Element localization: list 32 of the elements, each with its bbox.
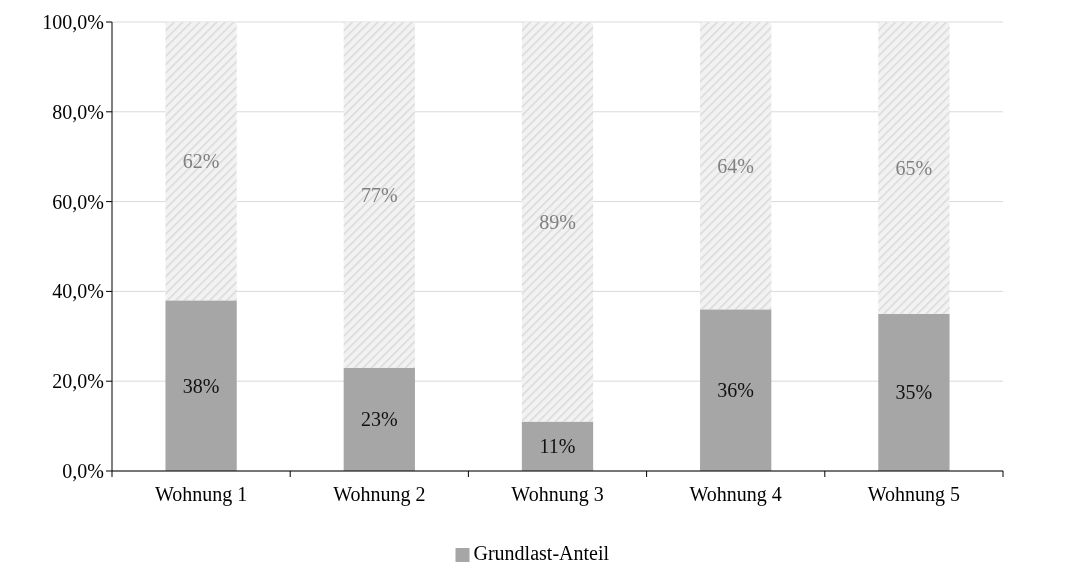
legend-label: Grundlast-Anteil <box>473 542 610 564</box>
data-label: 38% <box>182 374 220 397</box>
x-tick-label: Wohnung 1 <box>154 483 248 506</box>
bar <box>521 421 594 471</box>
y-tick-label: 60,0% <box>52 190 104 213</box>
data-label: 65% <box>895 156 933 179</box>
y-tick-label: 80,0% <box>52 100 104 123</box>
bar <box>700 309 772 471</box>
data-label: 89% <box>539 210 576 233</box>
bar <box>700 22 772 310</box>
bar <box>878 313 950 471</box>
y-tick-label: 0,0% <box>62 460 104 482</box>
data-label: 77% <box>360 183 398 206</box>
bar <box>521 22 594 422</box>
bar <box>878 22 950 314</box>
x-tick-label: Wohnung 3 <box>511 483 604 506</box>
y-tick-label: 100,0% <box>42 11 104 33</box>
data-label: 64% <box>717 154 755 177</box>
bar <box>343 22 415 368</box>
bar <box>165 22 237 301</box>
x-tick-label: Wohnung 5 <box>867 483 961 506</box>
bar <box>165 300 237 471</box>
data-label: 23% <box>360 408 398 431</box>
y-tick-label: 40,0% <box>52 280 104 303</box>
bar <box>343 367 415 471</box>
data-label: 62% <box>182 150 220 173</box>
x-tick-label: Wohnung 2 <box>333 483 426 506</box>
data-label: 36% <box>717 379 755 402</box>
x-tick-label: Wohnung 4 <box>689 483 782 506</box>
data-label: 35% <box>895 381 933 404</box>
y-tick-label: 20,0% <box>52 370 104 393</box>
data-label: 11% <box>539 435 576 458</box>
